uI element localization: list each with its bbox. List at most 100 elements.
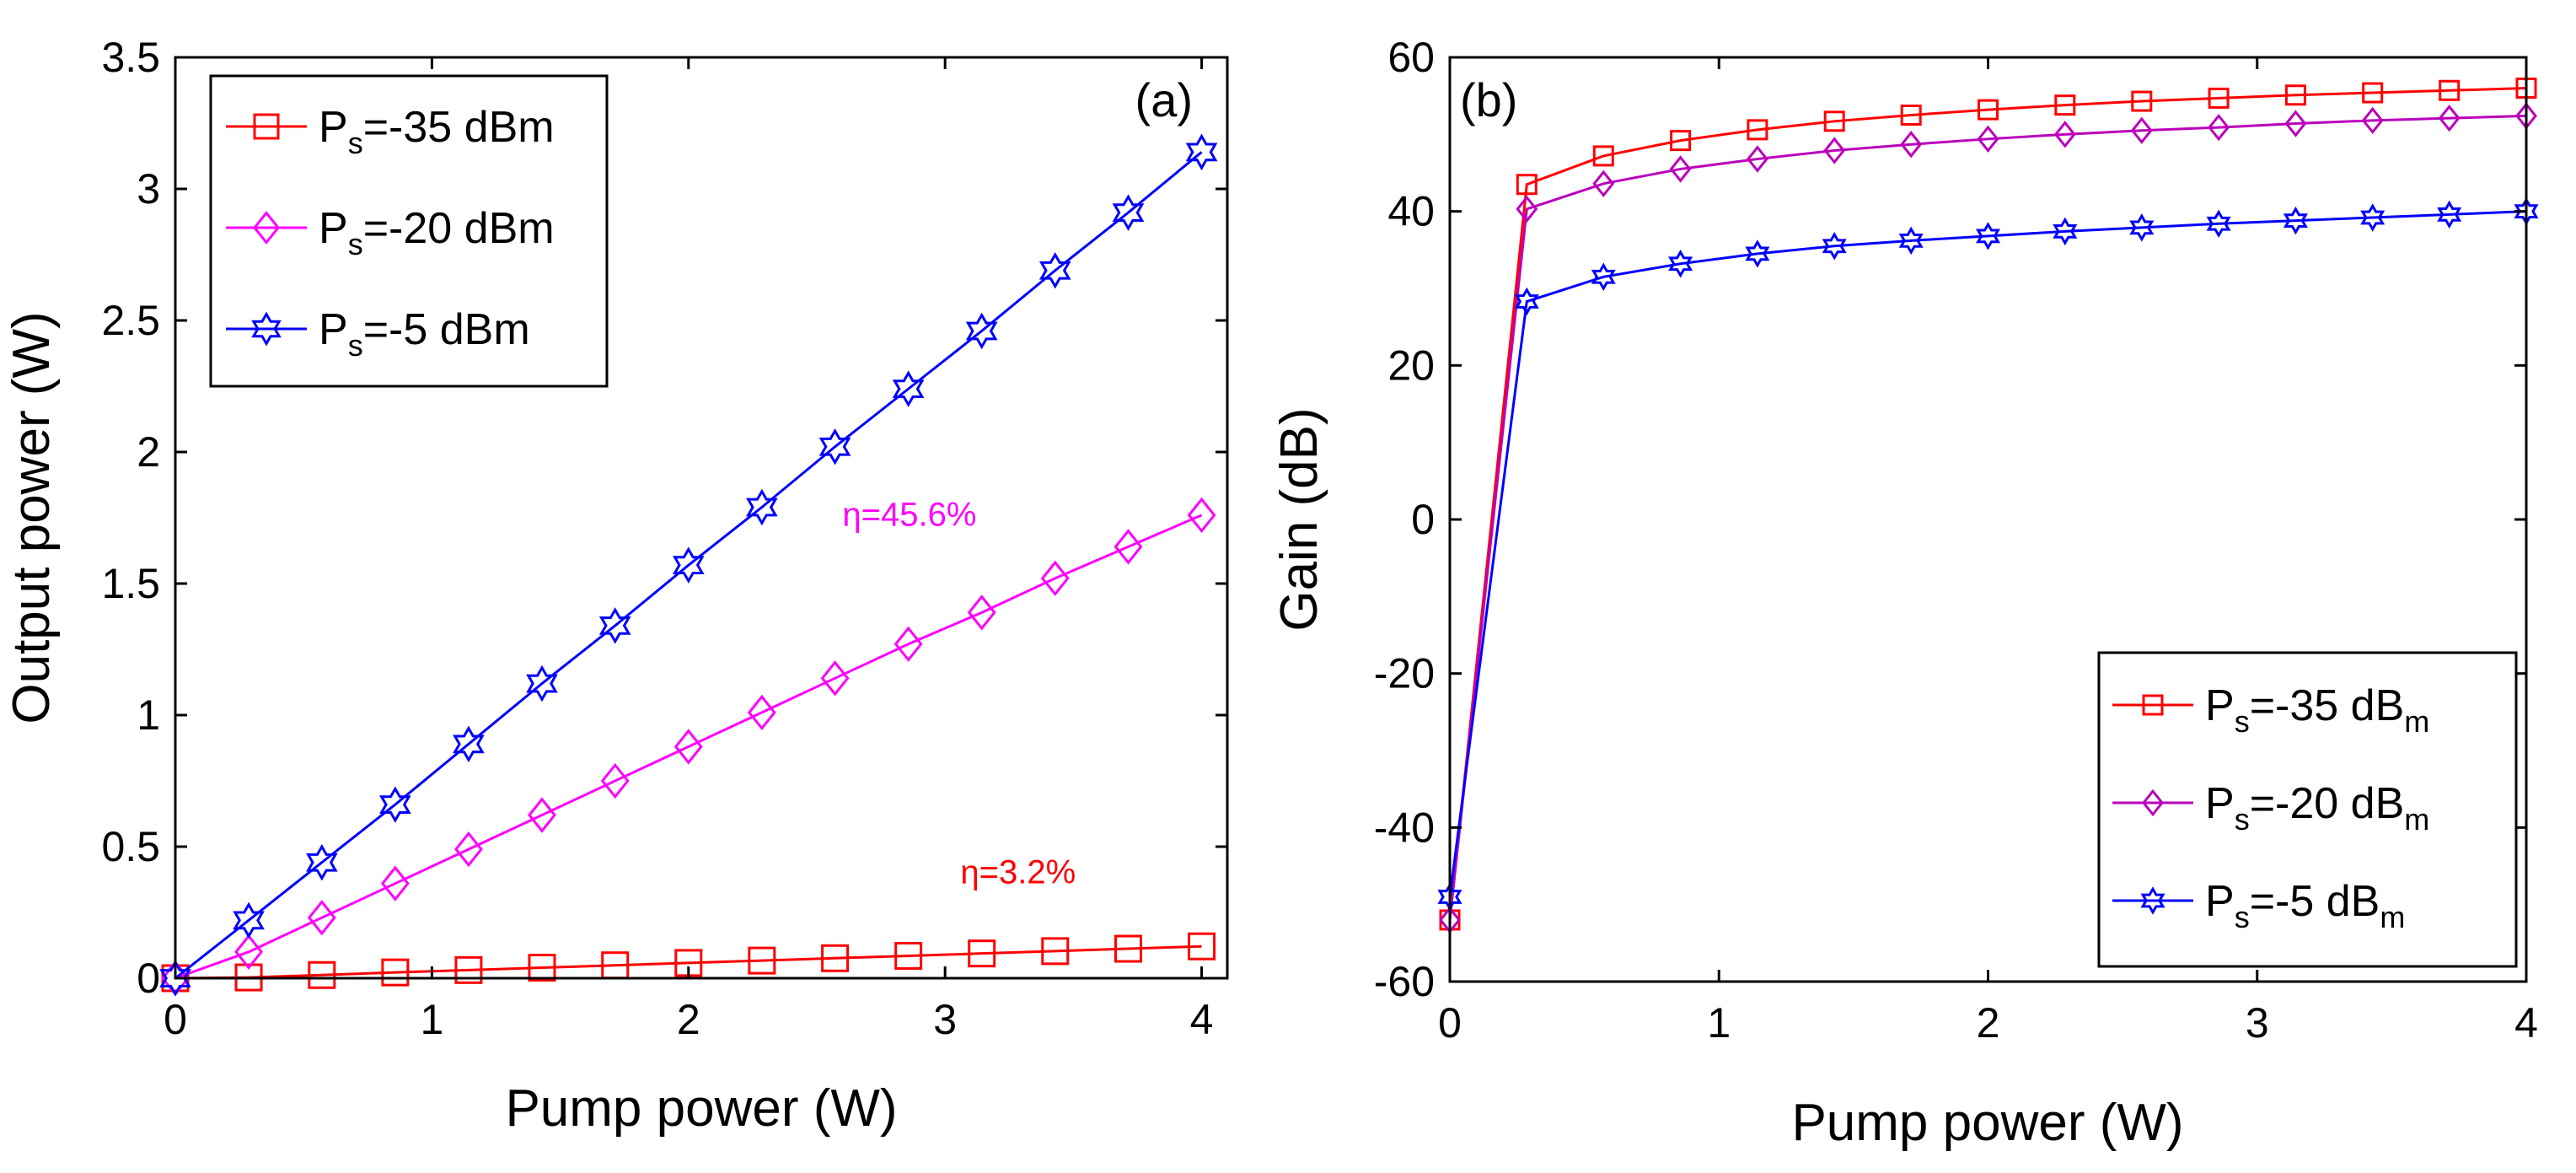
data-point — [453, 725, 485, 763]
data-point — [2130, 116, 2153, 144]
data-point — [2284, 84, 2306, 106]
data-point — [2284, 110, 2307, 137]
legend-item: Ps=-5 dBm — [2112, 877, 2405, 934]
series-diamond — [1439, 102, 2537, 934]
panel-label-b: (b) — [1460, 73, 1517, 126]
legend-swatch-marker — [2142, 788, 2164, 817]
y-axis-label-b: Gain (dB) — [1270, 407, 1328, 631]
y-tick-label: 40 — [1387, 188, 1435, 235]
efficiency-annotation: η=3.2% — [960, 854, 1076, 891]
series-line — [1448, 210, 2527, 897]
data-point — [379, 786, 411, 823]
x-tick-label: 3 — [2246, 999, 2269, 1047]
legend-swatch-marker — [253, 113, 280, 140]
data-point — [1977, 125, 1999, 153]
legend-label: Ps=-20 dBm — [319, 204, 555, 261]
efficiency-annotation: η=45.6% — [842, 496, 976, 533]
data-point — [1041, 937, 1070, 966]
data-point — [965, 312, 998, 350]
data-point — [1591, 262, 1616, 292]
data-point — [2053, 121, 2076, 148]
y-tick-label: 2 — [137, 428, 160, 476]
data-point — [381, 958, 410, 987]
legend-item: Ps=-35 dBm — [226, 103, 555, 160]
data-point — [2360, 203, 2385, 232]
y-axis-label-a: Output power (W) — [3, 311, 61, 724]
y-tick-label: 3 — [137, 165, 160, 213]
data-point — [892, 370, 925, 407]
x-tick-label: 4 — [1190, 996, 1214, 1043]
data-point — [818, 428, 851, 465]
y-tick-label: -40 — [1374, 804, 1435, 851]
series-hexagram — [159, 133, 1218, 997]
legend-swatch-marker — [2142, 694, 2164, 716]
data-point — [1898, 226, 1924, 256]
data-point — [821, 944, 850, 972]
plot-frame-a — [174, 56, 1229, 980]
data-point — [2438, 105, 2461, 132]
legend-swatch-marker — [251, 311, 282, 347]
legend-label: Ps=-5 dBm — [2205, 877, 2405, 934]
data-point — [233, 901, 265, 939]
data-point — [747, 694, 776, 731]
legend-item: Ps=-35 dBm — [2112, 681, 2429, 739]
x-tick-label: 0 — [1438, 999, 1462, 1047]
data-point — [308, 960, 336, 989]
y-tick-label: 3.5 — [101, 34, 160, 81]
x-tick-label: 2 — [677, 996, 700, 1043]
data-point — [1038, 251, 1071, 289]
data-point — [1187, 497, 1216, 534]
panel-label-a: (a) — [1135, 73, 1193, 126]
data-point — [1112, 194, 1145, 231]
data-point — [2208, 87, 2230, 109]
data-point — [2054, 94, 2076, 116]
data-point — [1516, 195, 1538, 223]
data-point — [1978, 99, 1999, 121]
data-point — [1188, 932, 1216, 960]
series-line — [1448, 87, 2527, 921]
data-point — [2361, 106, 2384, 135]
data-point — [380, 865, 410, 901]
data-point — [307, 900, 336, 936]
legend-label: Ps=-35 dBm — [319, 103, 555, 160]
data-point — [2129, 213, 2155, 242]
data-point — [598, 607, 631, 644]
data-point — [1823, 110, 1845, 132]
y-tick-label: 1.5 — [101, 560, 160, 607]
data-point — [748, 946, 776, 975]
data-point — [1900, 131, 1923, 159]
x-axis-label-b: Pump power (W) — [1791, 1094, 2183, 1152]
series-diamond — [161, 497, 1216, 997]
data-point — [1040, 560, 1070, 596]
x-tick-label: 1 — [1707, 999, 1731, 1047]
data-point — [528, 954, 556, 982]
y-tick-label: 1 — [137, 691, 160, 739]
y-tick-label: 0.5 — [101, 823, 160, 870]
data-point — [1668, 250, 1693, 278]
data-point — [159, 960, 191, 997]
data-point — [894, 941, 923, 970]
legend-item: Ps=-5 dBm — [226, 305, 530, 363]
data-point — [820, 660, 850, 697]
data-point — [1114, 934, 1143, 963]
series-line — [174, 514, 1203, 980]
data-point — [1745, 239, 1770, 268]
data-point — [672, 546, 705, 584]
data-point — [1185, 133, 1218, 171]
legend-label: Ps=-20 dBm — [2205, 779, 2429, 837]
legend-item: Ps=-20 dBm — [226, 204, 555, 261]
data-point — [2053, 217, 2078, 246]
data-point — [454, 955, 483, 984]
data-point — [1747, 119, 1768, 141]
data-point — [1746, 145, 1768, 173]
legend-swatch-marker — [2140, 886, 2165, 915]
x-axis-label-a: Pump power (W) — [505, 1079, 897, 1138]
data-point — [1514, 287, 1539, 316]
data-point — [600, 762, 630, 799]
y-tick-label: 0 — [1411, 496, 1435, 543]
data-point — [1900, 105, 1922, 126]
data-point — [2437, 200, 2462, 229]
legend-item: Ps=-20 dBm — [2112, 779, 2429, 837]
legend-label: Ps=-5 dBm — [319, 305, 530, 363]
